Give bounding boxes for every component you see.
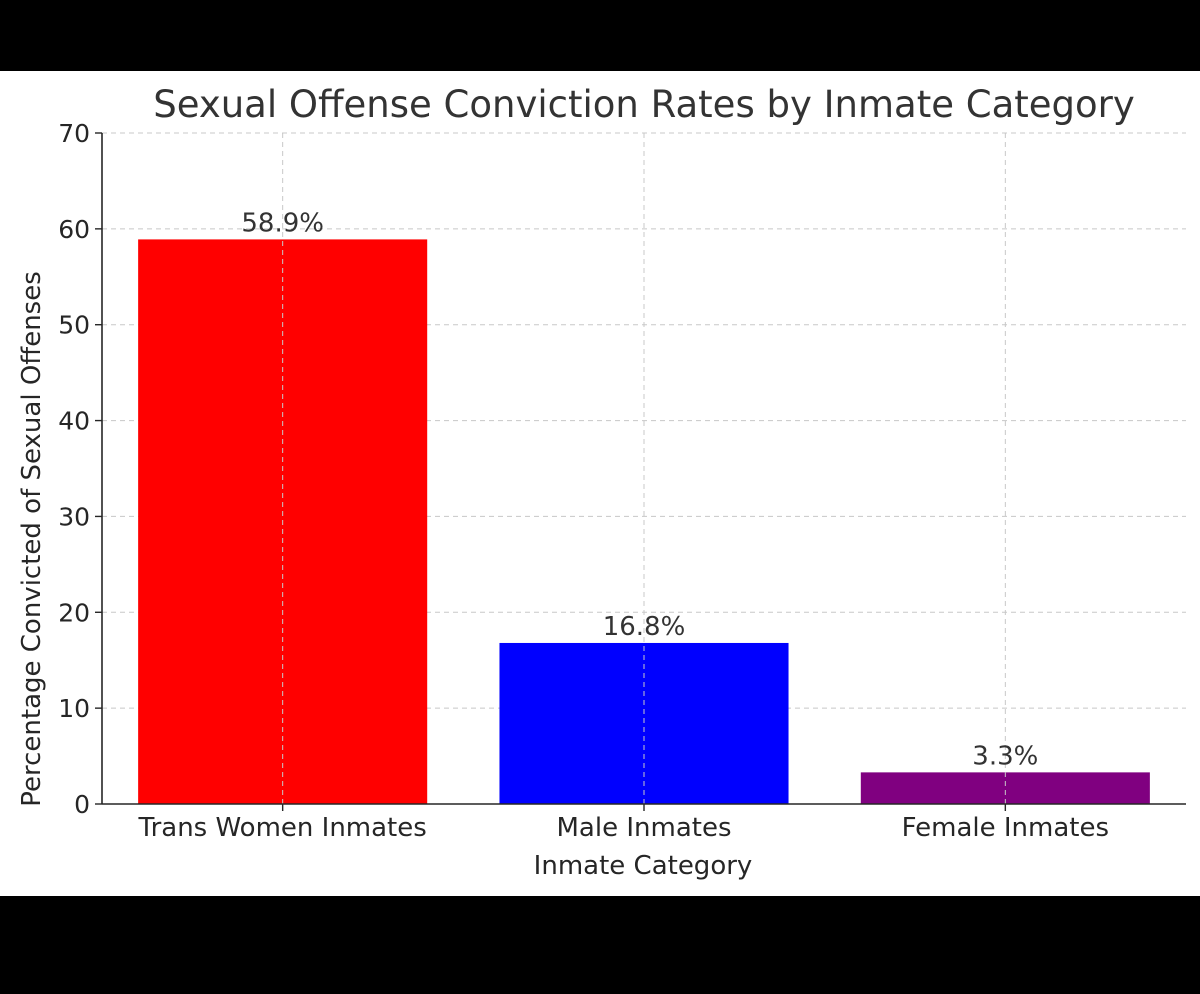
- y-tick-label: 50: [58, 311, 90, 340]
- value-labels: 58.9% 16.8% 3.3%: [241, 208, 1038, 771]
- x-tick-label: Male Inmates: [557, 813, 732, 843]
- bars: [138, 133, 1150, 804]
- y-ticks: 0 10 20 30 40 50 60 70: [58, 119, 102, 819]
- y-axis-label: Percentage Convicted of Sexual Offenses: [17, 271, 47, 807]
- chart-figure: 0 10 20 30 40 50 60 70 Trans Women Inmates Male …: [0, 71, 1200, 896]
- x-axis-label: Inmate Category: [534, 851, 753, 881]
- x-ticks: Trans Women Inmates Male Inmates Female In…: [138, 804, 1109, 843]
- bar-value-label: 16.8%: [603, 612, 686, 642]
- chart-title: Sexual Offense Conviction Rates by Inmat…: [153, 83, 1135, 126]
- bar: [499, 642, 789, 804]
- x-tick-label: Trans Women Inmates: [138, 813, 427, 843]
- y-tick-label: 30: [58, 502, 90, 531]
- bar: [860, 772, 1150, 804]
- bar-chart: 0 10 20 30 40 50 60 70 Trans Women Inmates Male …: [17, 83, 1186, 881]
- bar-value-label: 3.3%: [972, 741, 1038, 771]
- x-tick-label: Female Inmates: [902, 813, 1109, 843]
- y-tick-label: 10: [58, 694, 90, 723]
- y-tick-label: 20: [58, 598, 90, 627]
- y-tick-label: 70: [58, 119, 90, 148]
- y-tick-label: 60: [58, 215, 90, 244]
- y-tick-label: 0: [74, 790, 90, 819]
- y-tick-label: 40: [58, 407, 90, 436]
- bar-value-label: 58.9%: [241, 208, 324, 238]
